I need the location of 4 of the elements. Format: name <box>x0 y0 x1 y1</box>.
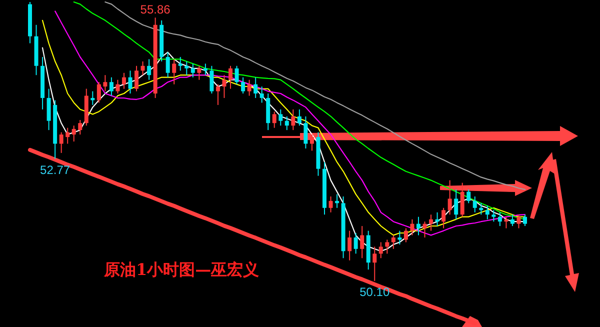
annotation: 原油1小时图—巫宏义 <box>104 260 260 279</box>
annotation: 52.77 <box>40 162 70 177</box>
annotation: 55.86 <box>140 2 170 17</box>
annotation: 50.10 <box>360 285 390 299</box>
